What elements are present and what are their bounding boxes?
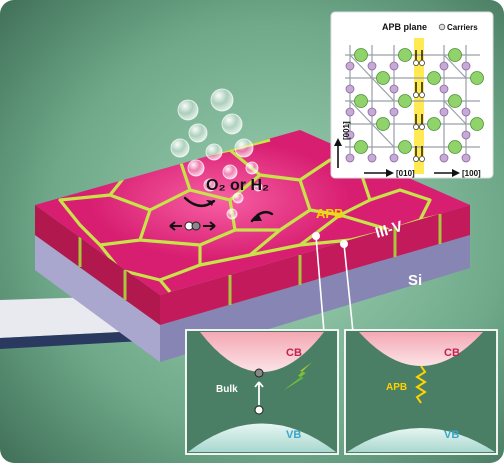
apb-carriers: [412, 50, 425, 162]
axis-010-label: [010]: [396, 169, 415, 178]
band-apb-vb-label: VB: [444, 429, 459, 441]
lattice-atoms-green: [354, 48, 484, 154]
band-diagram-apb: CB VB APB: [344, 329, 498, 455]
apb-plane-label: APB plane: [382, 22, 427, 32]
band-diagram-bulk: CB VB Bulk: [185, 329, 339, 455]
si-layer-left-face: [35, 235, 160, 362]
axis-100: [100]: [434, 169, 481, 178]
apb-surface-label: APB: [316, 206, 343, 221]
apb-network: [58, 138, 456, 294]
band-apb-cb-label: CB: [444, 347, 460, 359]
iii-v-right-face: [160, 205, 470, 325]
connector-bulk: [315, 235, 325, 333]
band-apb-cb-shape: [359, 332, 483, 366]
connector-apb: [343, 243, 354, 333]
band-bulk-excitation-arrow: [254, 381, 264, 405]
arrowhead-right: [252, 213, 262, 221]
apb-plane-band: [414, 38, 424, 174]
carrier-legend-dot: [438, 23, 446, 31]
crystal-inset-frame: [330, 11, 494, 179]
gas-bubbles: [170, 88, 263, 220]
connector-dot-apb: [340, 240, 348, 248]
axis-100-label: [100]: [462, 169, 481, 178]
light-bolt-icon: [284, 362, 312, 390]
reaction-label: O₂ or H₂: [206, 177, 269, 194]
band-bulk-vb-label: VB: [286, 429, 301, 441]
lattice-atoms-purple: [345, 61, 471, 163]
band-bulk-cb-shape: [200, 332, 324, 372]
band-apb-defect-levels: [415, 365, 427, 404]
apb-side-lines: [78, 214, 442, 305]
band-bulk-label: Bulk: [216, 384, 238, 395]
iii-v-left-face: [35, 205, 160, 325]
carriers-label: Carriers: [447, 23, 478, 32]
crystal-inset: APB plane Carriers [001] [010] [100]: [330, 11, 494, 179]
arrowhead-left: [206, 200, 214, 206]
axis-001: [001]: [334, 121, 351, 168]
si-label: Si: [408, 272, 422, 289]
band-bulk-hole: [254, 405, 264, 415]
axis-010: [010]: [364, 169, 415, 178]
band-bulk-cb-label: CB: [286, 347, 302, 359]
band-bulk-electron: [254, 368, 264, 378]
band-apb-label: APB: [386, 382, 407, 393]
surface-carrier: [169, 221, 216, 231]
band-apb-vb-shape: [347, 428, 495, 452]
axis-001-label: [001]: [342, 121, 351, 140]
iii-v-label: III-V: [373, 218, 404, 242]
electrode-strip-edge: [0, 330, 160, 349]
band-bulk-vb-shape: [188, 423, 336, 452]
connector-dot-bulk: [312, 232, 320, 240]
